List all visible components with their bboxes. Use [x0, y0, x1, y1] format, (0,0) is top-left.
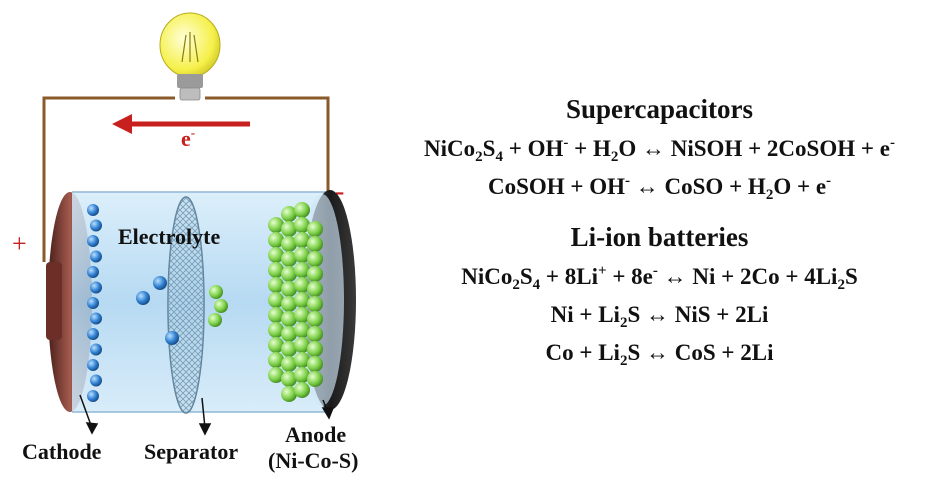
lithium-ion-icon	[90, 251, 102, 263]
equation-text: NiCo	[424, 136, 475, 161]
electrolyte-label: Electrolyte	[118, 224, 220, 249]
lithium-ion-icon	[90, 220, 102, 232]
anode-particle-icon	[307, 311, 323, 327]
ion-icon	[136, 291, 150, 305]
equation-text: + 8Li	[540, 264, 598, 289]
equation-text: S	[520, 264, 533, 289]
subscript: 2	[837, 277, 845, 293]
equation-text: S ↔ NiS + 2Li	[627, 302, 768, 327]
lithium-ion-icon	[90, 375, 102, 387]
anode-particle-icon	[307, 371, 323, 387]
anode-particle-icon	[307, 281, 323, 297]
light-bulb-icon	[160, 13, 220, 100]
equation-text: CoSOH + OH	[488, 174, 625, 199]
supercapacitors-heading: Supercapacitors	[370, 92, 949, 126]
li-ion-equation-3: Co + Li2S ↔ CoS + 2Li	[370, 338, 949, 368]
equation-text: NiCo	[461, 264, 512, 289]
superscript: -	[826, 173, 831, 189]
anode-particle-icon	[294, 382, 310, 398]
anode-particle-icon	[294, 202, 310, 218]
lithium-ion-icon	[87, 359, 99, 371]
equation-text: O + e	[773, 174, 826, 199]
cathode-label: Cathode	[22, 439, 102, 464]
equation-text: O ↔ NiSOH + 2CoSOH + e	[618, 136, 890, 161]
equation-text: Co + Li	[546, 340, 620, 365]
ion-icon	[208, 313, 222, 327]
equation-text: S	[845, 264, 858, 289]
equation-text: + H	[568, 136, 611, 161]
subscript: 2	[475, 149, 483, 165]
anode-composition-label: (Ni-Co-S)	[268, 448, 358, 473]
lithium-ion-icon	[90, 282, 102, 294]
subscript: 4	[495, 149, 503, 165]
ion-icon	[165, 331, 179, 345]
anode-particle-icon	[307, 236, 323, 252]
anode-particle-icon	[307, 221, 323, 237]
separator-label: Separator	[144, 439, 238, 464]
electron-label: e-	[181, 125, 195, 151]
anode-particle-icon	[307, 326, 323, 342]
reaction-equations-panel: Supercapacitors NiCo2S4 + OH- + H2O ↔ Ni…	[370, 92, 949, 368]
supercapacitor-equation-2: CoSOH + OH- ↔ CoSO + H2O + e-	[370, 172, 949, 202]
lithium-ion-icon	[87, 297, 99, 309]
superscript: -	[890, 135, 895, 151]
anode-ions	[268, 202, 323, 402]
li-ion-equation-2: Ni + Li2S ↔ NiS + 2Li	[370, 300, 949, 330]
ion-icon	[153, 276, 167, 290]
anode-particle-icon	[307, 356, 323, 372]
anode-particle-icon	[307, 251, 323, 267]
anode-particle-icon	[307, 296, 323, 312]
lithium-ion-icon	[87, 390, 99, 402]
equation-text: S	[483, 136, 496, 161]
equation-text: + OH	[503, 136, 563, 161]
ion-icon	[214, 299, 228, 313]
anode-particle-icon	[307, 341, 323, 357]
equation-text: Ni + Li	[551, 302, 620, 327]
equation-text: ↔ Ni + 2Co + 4Li	[658, 264, 838, 289]
equation-text: S ↔ CoS + 2Li	[627, 340, 773, 365]
equation-text: ↔ CoSO + H	[630, 174, 766, 199]
equation-text: + 8e	[607, 264, 653, 289]
positive-terminal-sign: +	[12, 229, 27, 258]
anode-particle-icon	[307, 266, 323, 282]
lithium-ion-icon	[87, 235, 99, 247]
supercapacitor-equation-1: NiCo2S4 + OH- + H2O ↔ NiSOH + 2CoSOH + e…	[370, 134, 949, 164]
lithium-ion-icon	[87, 266, 99, 278]
ion-icon	[209, 285, 223, 299]
li-ion-heading: Li-ion batteries	[370, 220, 949, 254]
lithium-ion-icon	[90, 313, 102, 325]
superscript: +	[598, 263, 607, 279]
anode-label: Anode	[285, 422, 346, 447]
li-ion-equation-1: NiCo2S4 + 8Li+ + 8e- ↔ Ni + 2Co + 4Li2S	[370, 262, 949, 292]
lithium-ion-icon	[87, 204, 99, 216]
subscript: 2	[512, 277, 520, 293]
lithium-ion-icon	[87, 328, 99, 340]
lithium-ion-icon	[90, 344, 102, 356]
